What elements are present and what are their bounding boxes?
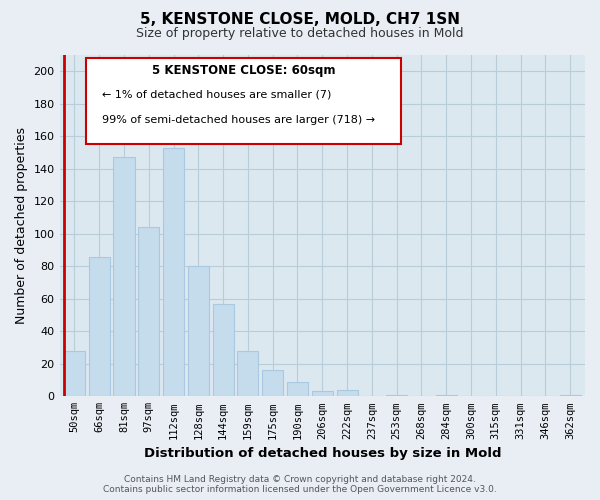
Bar	[560, 394, 581, 396]
Bar	[212, 304, 233, 396]
Text: 5, KENSTONE CLOSE, MOLD, CH7 1SN: 5, KENSTONE CLOSE, MOLD, CH7 1SN	[140, 12, 460, 28]
Text: ← 1% of detached houses are smaller (7): ← 1% of detached houses are smaller (7)	[101, 89, 331, 99]
Bar	[262, 370, 283, 396]
Text: 99% of semi-detached houses are larger (718) →: 99% of semi-detached houses are larger (…	[101, 114, 375, 124]
Bar	[163, 148, 184, 396]
Bar	[238, 351, 259, 397]
Text: Contains public sector information licensed under the Open Government Licence v3: Contains public sector information licen…	[103, 485, 497, 494]
X-axis label: Distribution of detached houses by size in Mold: Distribution of detached houses by size …	[143, 447, 501, 460]
Bar	[312, 392, 333, 396]
Bar	[337, 390, 358, 396]
Bar	[113, 158, 134, 396]
Bar	[89, 256, 110, 396]
Bar	[436, 394, 457, 396]
Text: 5 KENSTONE CLOSE: 60sqm: 5 KENSTONE CLOSE: 60sqm	[152, 64, 335, 76]
Bar	[188, 266, 209, 396]
Text: Size of property relative to detached houses in Mold: Size of property relative to detached ho…	[136, 28, 464, 40]
Bar	[386, 394, 407, 396]
Bar	[64, 351, 85, 397]
Bar	[138, 228, 160, 396]
Bar	[287, 382, 308, 396]
Y-axis label: Number of detached properties: Number of detached properties	[15, 127, 28, 324]
Text: Contains HM Land Registry data © Crown copyright and database right 2024.: Contains HM Land Registry data © Crown c…	[124, 475, 476, 484]
FancyBboxPatch shape	[86, 58, 401, 144]
